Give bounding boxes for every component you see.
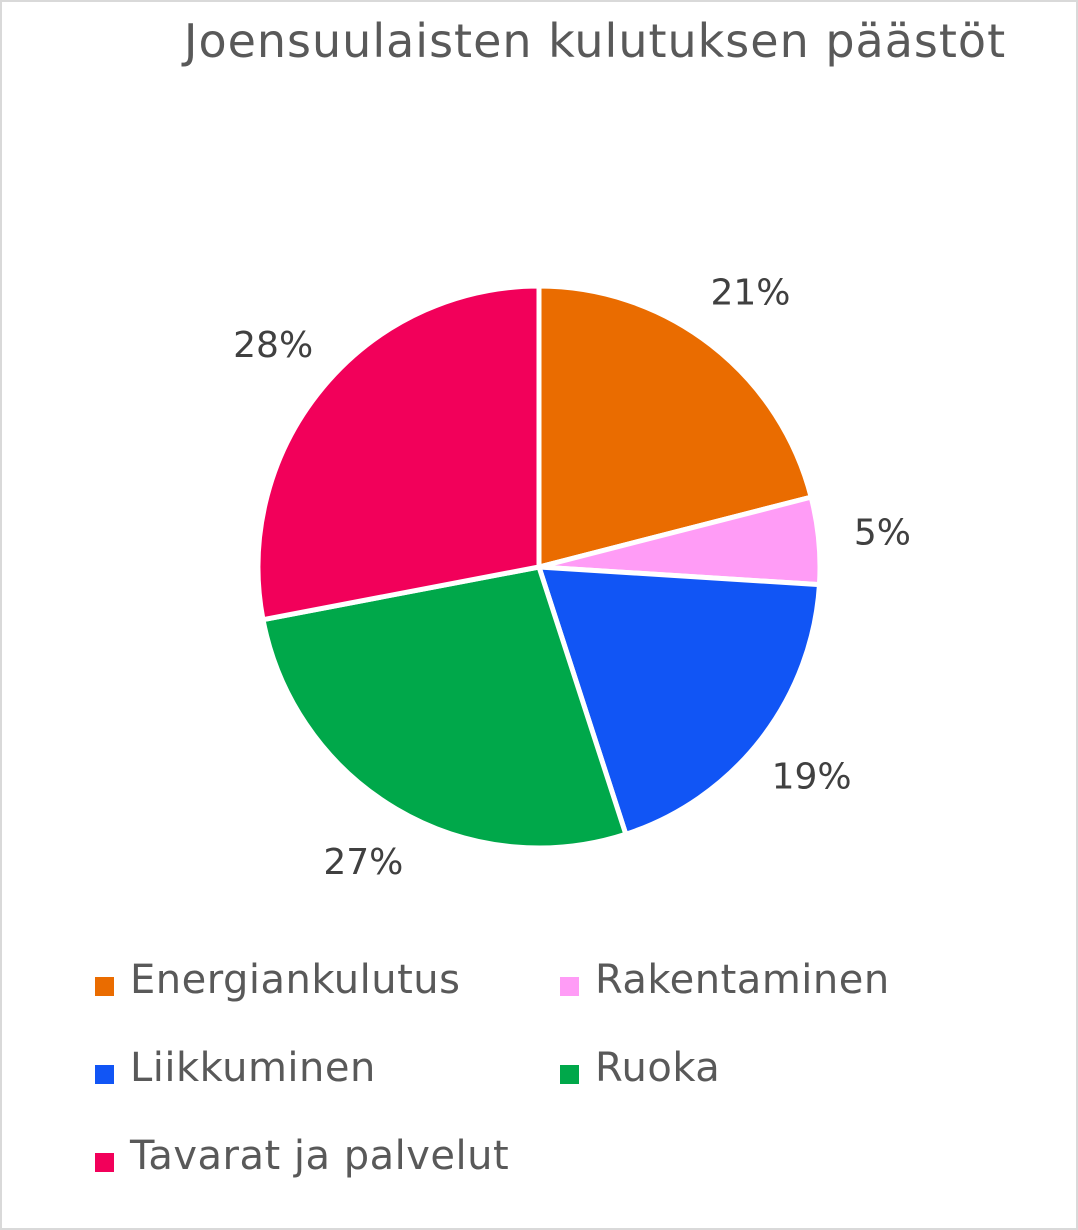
data-label-ruoka: 27%: [323, 842, 403, 883]
pie-slice-energiankulutus: [536, 283, 814, 570]
data-label-tavarat-ja-palvelut: 28%: [233, 325, 313, 366]
legend-item-rakentaminen: Rakentaminen: [560, 955, 890, 1005]
legend-swatch: [95, 1152, 114, 1172]
pie-slice-ruoka: [260, 564, 629, 851]
legend-label: Liikkuminen: [130, 1045, 376, 1091]
legend-label: Ruoka: [595, 1045, 721, 1091]
data-label-rakentaminen: 5%: [854, 513, 911, 554]
legend-item-ruoka: Ruoka: [560, 1043, 720, 1093]
data-label-liikkuminen: 19%: [772, 756, 852, 797]
legend-item-energiankulutus: Energiankulutus: [95, 955, 460, 1005]
legend-swatch: [95, 1064, 114, 1084]
legend-label: Tavarat ja palvelut: [130, 1133, 510, 1179]
data-label-energiankulutus: 21%: [710, 272, 790, 313]
chart-title: Joensuulaisten kulutuksen päästöt: [183, 14, 1007, 68]
legend-swatch: [560, 976, 579, 996]
pie-slice-tavarat-ja-palvelut: [255, 283, 542, 623]
legend-label: Rakentaminen: [595, 957, 890, 1003]
pie-slice-liikkuminen: [536, 564, 822, 837]
legend-item-tavarat-ja-palvelut: Tavarat ja palvelut: [95, 1131, 509, 1181]
legend-swatch: [95, 976, 114, 996]
pie-chart: 21% 5% 19% 27% 28%: [233, 272, 911, 883]
legend-swatch: [560, 1064, 579, 1084]
legend-item-liikkuminen: Liikkuminen: [95, 1043, 376, 1093]
legend-label: Energiankulutus: [130, 957, 461, 1003]
